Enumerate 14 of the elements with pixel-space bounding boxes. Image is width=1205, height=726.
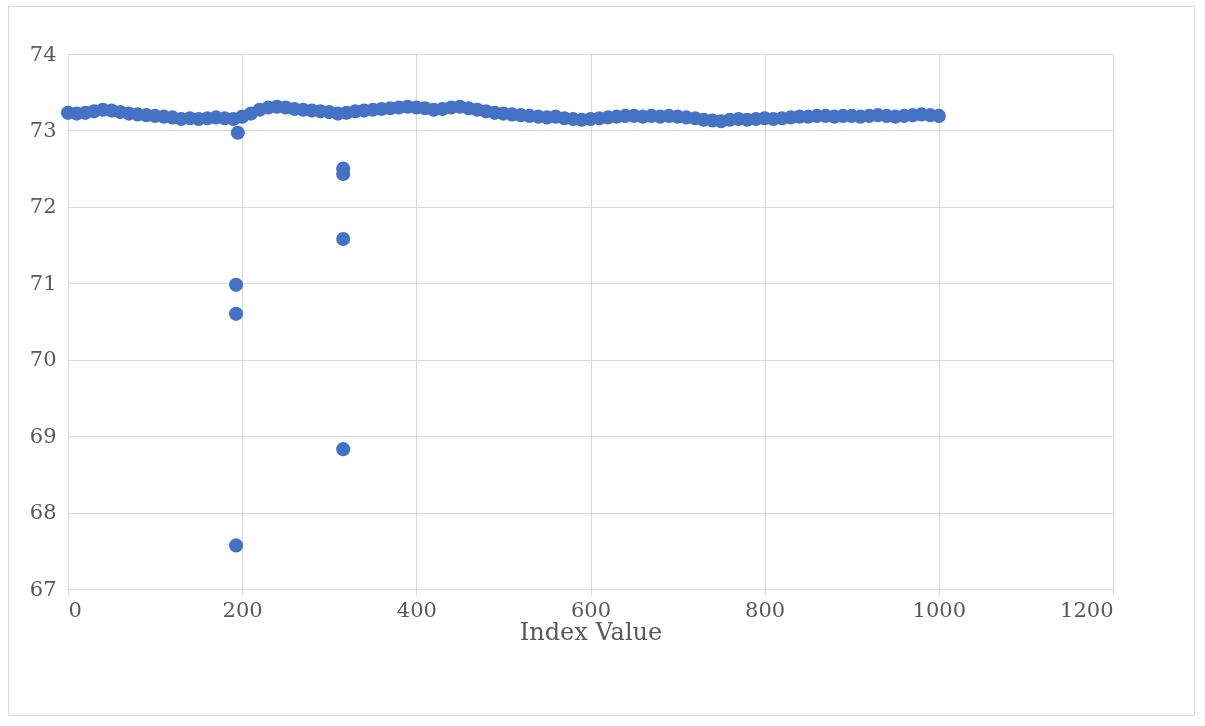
x-tick-label: 1200 xyxy=(1060,597,1114,622)
x-tick-label: 400 xyxy=(396,597,437,622)
y-tick-label: 70 xyxy=(29,347,57,372)
x-tick-label: 200 xyxy=(222,597,263,622)
y-tick-label: 73 xyxy=(29,117,57,142)
y-tick-label: 68 xyxy=(29,500,57,525)
x-tick-label: 0 xyxy=(68,597,82,622)
y-tick-label: 67 xyxy=(29,576,57,601)
y-tick-label: 71 xyxy=(29,270,57,295)
x-tick-label: 1000 xyxy=(912,597,967,622)
y-tick-label: 69 xyxy=(29,423,57,448)
x-tick-label: 800 xyxy=(745,597,786,622)
y-tick-label: 72 xyxy=(29,194,57,219)
y-tick-label: 74 xyxy=(29,41,57,66)
